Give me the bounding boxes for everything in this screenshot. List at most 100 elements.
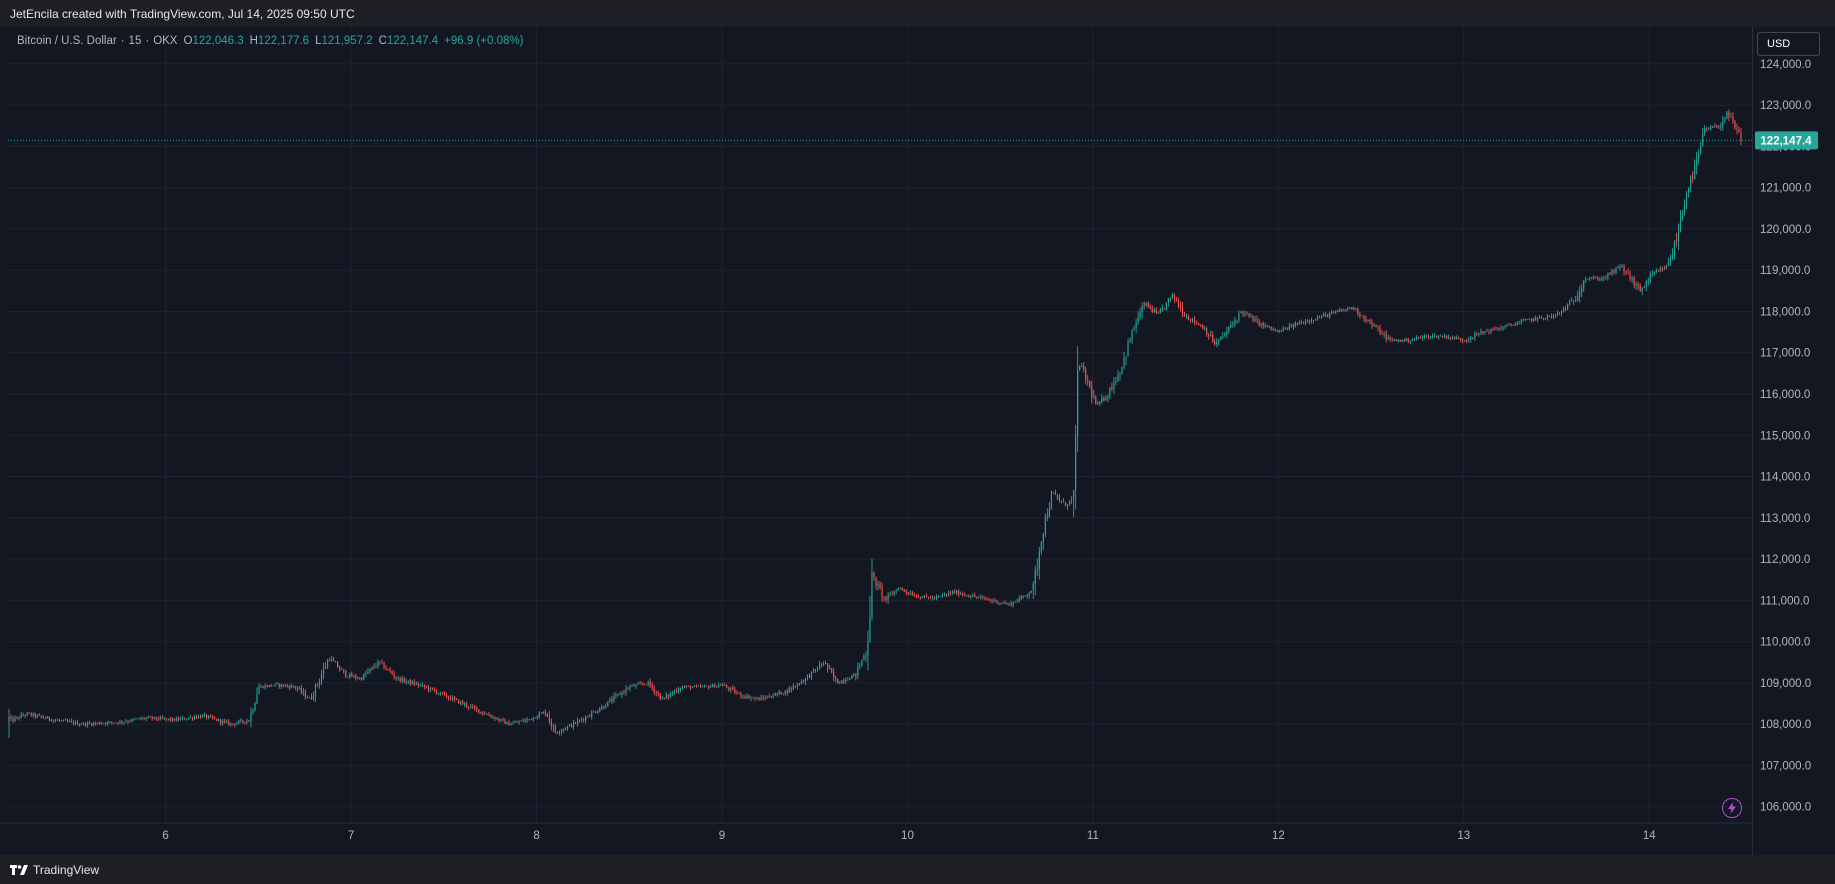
chart-pane[interactable] xyxy=(0,27,1835,855)
candle-body xyxy=(635,684,637,687)
candle-body xyxy=(250,712,252,722)
candle-body xyxy=(433,689,436,691)
candle-body xyxy=(895,590,897,592)
candle-body xyxy=(1532,318,1534,321)
credit-text: JetEncila created with TradingView.com, … xyxy=(10,6,355,21)
candle-body xyxy=(669,693,671,697)
candle-body xyxy=(1216,341,1218,345)
candle-body xyxy=(915,596,917,598)
candle-body xyxy=(1038,551,1040,569)
candle-body xyxy=(1667,262,1670,266)
candle-body xyxy=(1411,339,1413,341)
candle-body xyxy=(1195,322,1198,324)
candle-body xyxy=(673,691,675,694)
candle-body xyxy=(1460,338,1462,341)
candle-body xyxy=(508,721,510,726)
legend-symbol: Bitcoin / U.S. Dollar xyxy=(17,35,117,47)
candle-body xyxy=(1030,590,1032,594)
candle-body xyxy=(1441,335,1444,338)
candle-body xyxy=(62,719,65,721)
candle-body xyxy=(1625,271,1627,273)
lightning-bolt-icon[interactable] xyxy=(1722,798,1742,818)
candle-body xyxy=(677,690,680,693)
candle-body xyxy=(391,671,393,675)
candle-body xyxy=(1669,259,1672,263)
candle-body xyxy=(1113,382,1115,390)
candle-body xyxy=(1536,317,1538,320)
candle-body xyxy=(383,662,385,669)
candle-body xyxy=(1250,316,1252,318)
candle-body xyxy=(1692,176,1694,179)
candle-body xyxy=(206,714,208,718)
candle-body xyxy=(1464,340,1466,342)
candle-body xyxy=(1655,270,1657,273)
candle-body xyxy=(377,661,379,667)
candle-body xyxy=(1518,322,1520,324)
candle-body xyxy=(1639,285,1641,292)
candle-body xyxy=(1085,369,1087,380)
candle-body xyxy=(1405,338,1407,342)
legend-high-label: H xyxy=(249,35,258,47)
candle-body xyxy=(827,663,829,669)
candle-body xyxy=(1462,340,1464,342)
candle-body xyxy=(1329,313,1331,317)
candle-body xyxy=(534,717,536,719)
candle-body xyxy=(111,721,113,723)
candle-body xyxy=(363,673,365,680)
price-chart[interactable]: 106,000.0 107,000.0 108,000.0 109,000.0 110,… xyxy=(0,27,1835,855)
candle-body xyxy=(139,718,141,720)
candle-body xyxy=(347,676,349,678)
legend-open-label: O xyxy=(183,35,193,47)
candle-body xyxy=(570,724,573,727)
candle-body xyxy=(861,659,863,666)
candle-body xyxy=(1599,279,1601,280)
candle-body xyxy=(704,685,706,687)
candle-body xyxy=(1633,277,1635,286)
candle-body xyxy=(183,717,186,720)
candle-body xyxy=(167,718,169,720)
brand[interactable]: TradingView xyxy=(10,863,99,877)
price-scale-panel[interactable] xyxy=(1752,27,1835,855)
candle-body xyxy=(1318,317,1321,318)
candle-body xyxy=(937,596,940,598)
candle-body xyxy=(1284,328,1286,330)
candle-body xyxy=(472,706,474,708)
candle-body xyxy=(964,594,966,596)
candle-body xyxy=(760,697,762,701)
candle-body xyxy=(1316,317,1319,320)
candle-body xyxy=(611,699,613,701)
candle-body xyxy=(80,724,83,726)
candle-body xyxy=(581,719,583,721)
candle-body xyxy=(1724,118,1726,121)
candle-body xyxy=(419,685,421,686)
candle-body xyxy=(528,719,530,720)
candle-body xyxy=(252,710,254,713)
candle-body xyxy=(1280,330,1282,332)
candle-body xyxy=(679,688,682,691)
candle-body xyxy=(460,701,462,704)
candle-body xyxy=(1443,335,1446,338)
candle-body xyxy=(54,720,56,721)
candle-body xyxy=(298,688,300,689)
currency-button[interactable]: USD xyxy=(1757,32,1820,56)
candle-body xyxy=(421,684,423,686)
candle-body xyxy=(447,697,450,698)
candle-body xyxy=(1185,316,1188,318)
candle-body xyxy=(1177,301,1180,306)
candle-body xyxy=(564,728,567,730)
candle-body xyxy=(1740,132,1742,141)
candle-body xyxy=(514,722,516,723)
time-axis[interactable]: 6 7 8 9 10 11 12 13 14 xyxy=(162,830,1656,842)
candle-body xyxy=(689,686,692,689)
candle-body xyxy=(752,697,754,699)
price-axis[interactable]: 106,000.0 107,000.0 108,000.0 109,000.0 110,… xyxy=(1760,59,1811,814)
candle-body xyxy=(1409,340,1411,342)
time-tick-label: 10 xyxy=(901,830,914,842)
candle-body xyxy=(1571,300,1573,302)
candle-body xyxy=(78,724,81,726)
candle-body xyxy=(1687,187,1690,193)
candle-body xyxy=(931,597,934,599)
candle-body xyxy=(927,596,930,598)
candle-body xyxy=(639,683,641,685)
candle-body xyxy=(770,697,772,698)
